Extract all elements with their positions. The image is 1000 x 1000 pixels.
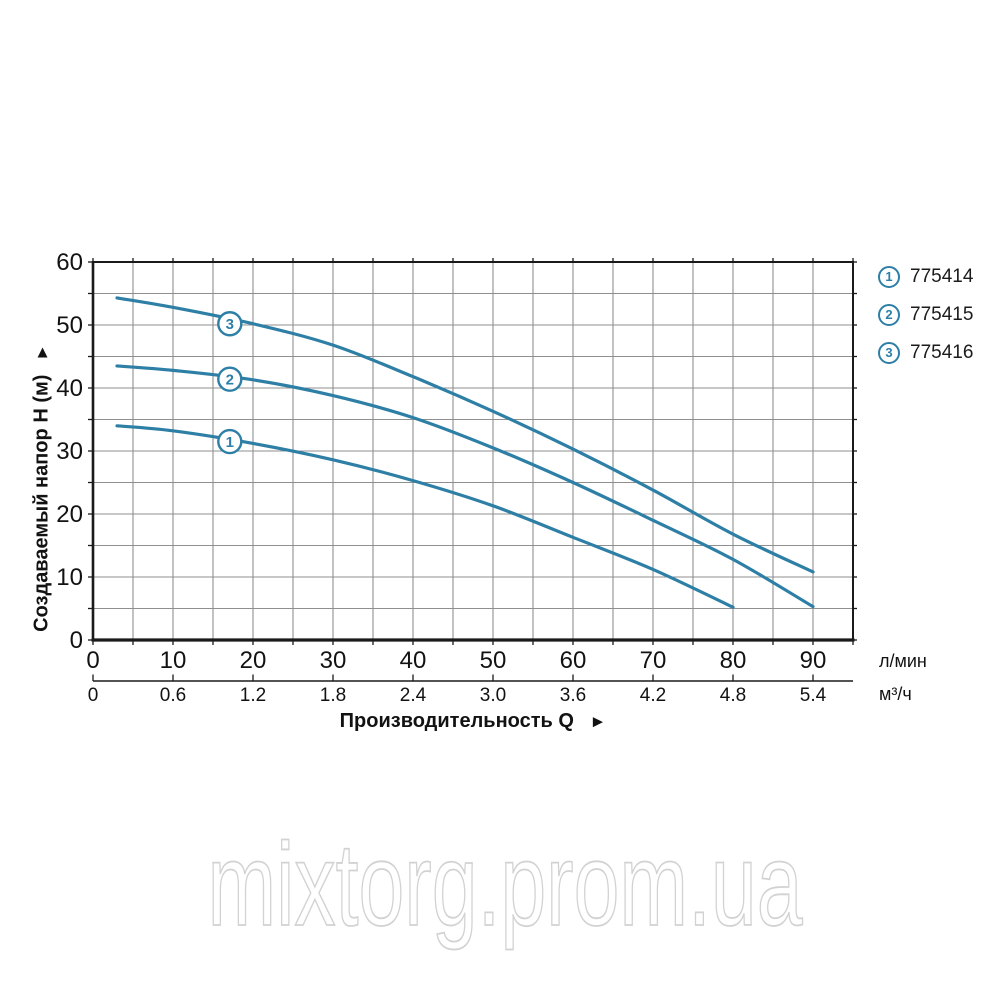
y-tick-label: 50 [56,312,83,339]
y-tick-label: 30 [56,438,83,465]
y-axis-title: Создаваемый напор H (м) ▲ [30,342,54,632]
x-tick-label: 20 [240,647,267,674]
x-axis-title-text: Производительность Q [339,710,574,732]
legend-marker-1: 1 [878,265,900,288]
x-tick-label: 60 [560,647,587,674]
secondary-tick-label: 4.8 [720,685,746,706]
pump-performance-chart: 0 10 20 30 40 50 60 0 10 20 30 40 50 60 70 80 90 0 0.6 1.2 1… [56,249,857,706]
curve-marker-circle-2 [217,366,243,392]
pump-curve-775415 [115,364,815,609]
x-tick-label: 0 [86,647,99,674]
x-axis-title: Производительность Q ► [93,710,853,733]
y-tick-label: 20 [56,501,83,528]
x-tick-label: 10 [160,647,187,674]
secondary-tick-label: 1.8 [320,685,346,706]
x-tick-label: 30 [320,647,347,674]
x-tick-label: 40 [400,647,427,674]
x-tick-label: 80 [720,647,747,674]
x-tick-label: 50 [480,647,507,674]
curve-marker-circle-3 [217,311,243,337]
legend-label-2: 775415 [910,303,974,325]
x-tick-label: 90 [800,647,827,674]
arrow-up-icon: ▲ [34,342,51,362]
y-tick-label: 40 [56,375,83,402]
secondary-tick-label: 4.2 [640,685,666,706]
secondary-tick-label: 5.4 [800,685,827,706]
watermark-text: mixtorg.prom.ua [208,819,803,951]
legend-marker-3: 3 [878,341,900,364]
legend-item: 3 775416 [878,341,973,364]
legend-marker-2: 2 [878,303,900,326]
curve-marker-number-3: 3 [226,316,234,333]
y-tick-label: 0 [70,627,83,654]
x-tick-label: 70 [640,647,667,674]
legend-label-1: 775414 [910,265,974,287]
y-tick-label: 60 [56,249,83,276]
pump-curve-775414 [115,424,735,609]
secondary-tick-label: 2.4 [400,685,427,706]
legend-item: 2 775415 [878,303,973,326]
secondary-tick-label: 0.6 [160,685,186,706]
y-tick-label: 10 [56,564,83,591]
legend-item: 1 775414 [878,265,973,288]
x-axis-unit-lpm: л/мин [879,651,927,671]
curve-marker-circle-1 [217,428,243,455]
secondary-tick-label: 1.2 [240,685,266,706]
arrow-right-icon: ► [589,712,607,731]
curve-marker-number-2: 2 [226,372,234,389]
x-axis-unit-m3h: м³/ч [879,684,912,704]
y-axis-title-text: Создаваемый напор H (м) [30,374,53,632]
secondary-tick-label: 0 [88,685,99,706]
secondary-tick-label: 3.0 [480,685,506,706]
secondary-tick-label: 3.6 [560,685,586,706]
legend: 1 775414 2 775415 3 775416 [878,265,973,364]
watermark: mixtorg.prom.ua [207,818,804,952]
curve-marker-number-1: 1 [226,434,234,451]
legend-label-3: 775416 [910,341,974,363]
